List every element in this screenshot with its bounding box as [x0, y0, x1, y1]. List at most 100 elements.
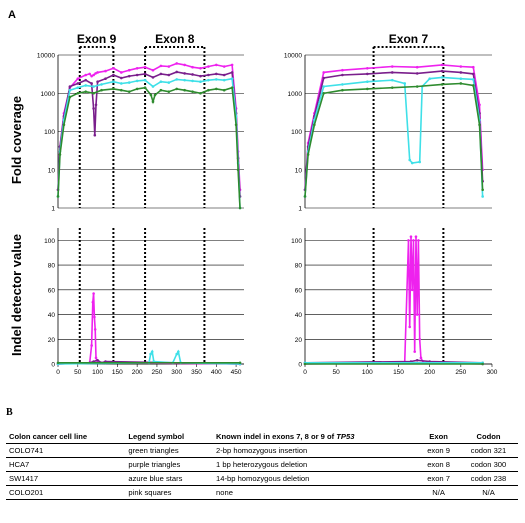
y-tick-label: 1 [298, 206, 302, 213]
data-point [149, 93, 153, 97]
data-point [151, 76, 155, 79]
data-point [214, 87, 218, 91]
data-point [127, 90, 131, 93]
data-point [222, 65, 226, 68]
data-point [167, 73, 171, 77]
y-tick-label: 100 [44, 129, 55, 136]
data-point [440, 83, 444, 86]
data-point [104, 69, 107, 73]
legend-symbol: pink squares [125, 485, 214, 500]
header-gene-name: TP53 [336, 432, 355, 441]
exon: exon 8 [418, 457, 460, 472]
data-point [222, 78, 226, 82]
data-point [94, 356, 98, 360]
data-point [112, 73, 115, 77]
x-tick-label: 150 [393, 369, 404, 376]
data-point [143, 78, 147, 82]
fold-coverage-ylabel: Fold coverage [9, 96, 24, 184]
codon: N/A [459, 485, 518, 500]
data-point [412, 239, 415, 242]
data-point [175, 87, 179, 91]
exon-label: Exon 8 [155, 32, 195, 46]
codon: codon 321 [459, 443, 518, 458]
x-tick-label: 300 [171, 369, 182, 376]
data-point [418, 337, 421, 341]
data-point [135, 73, 139, 77]
data-point [112, 66, 115, 70]
y-tick-label: 80 [295, 263, 303, 270]
chart-coverage-exons-9-8: 1 10 100 1000 10000 Exon 9 Exon 8 [37, 32, 244, 213]
x-tick-label: 0 [303, 369, 307, 376]
cell-line: SW1417 [6, 471, 126, 486]
data-point [415, 85, 419, 88]
data-point [459, 65, 463, 68]
data-point [440, 76, 444, 79]
header-exon: Exon [418, 430, 460, 444]
data-point [183, 63, 186, 67]
y-tick-label: 80 [48, 263, 56, 270]
y-tick-label: 1000 [288, 91, 303, 98]
data-point [153, 93, 157, 97]
cell-line-table: Colon cancer cell line Legend symbol Kno… [6, 430, 518, 500]
data-point [199, 91, 202, 95]
data-point [481, 188, 484, 192]
header-cell-line: Colon cancer cell line [6, 430, 126, 444]
data-point [366, 66, 369, 70]
data-point [92, 73, 95, 77]
data-point [84, 84, 88, 87]
legend-symbol: green triangles [125, 443, 214, 458]
data-point [76, 91, 80, 95]
y-tick-label: 10 [48, 167, 56, 174]
y-tick-label: 100 [291, 129, 302, 136]
data-point [175, 78, 179, 81]
exon: exon 9 [418, 443, 460, 458]
data-point [120, 71, 123, 74]
data-point [413, 350, 417, 353]
data-point [472, 65, 475, 69]
data-point [143, 72, 147, 76]
data-point [56, 361, 60, 365]
cell-line: HCA7 [6, 457, 126, 472]
data-point [68, 95, 72, 99]
data-point [167, 90, 171, 93]
data-point [214, 72, 218, 76]
data-point [96, 80, 99, 84]
header-codon: Codon [459, 430, 518, 444]
data-point [230, 77, 234, 81]
codon: codon 300 [459, 457, 518, 472]
data-point [303, 362, 307, 366]
data-point [410, 288, 414, 292]
header-known-indel: Known indel in exons 7, 8 or 9 of TP53 [213, 430, 419, 444]
data-point [120, 76, 123, 80]
data-point [135, 87, 139, 91]
header-known-indel-text: Known indel in exons 7, 8 or 9 of [216, 432, 337, 441]
data-point [100, 83, 103, 86]
data-point [306, 153, 310, 156]
data-point [92, 85, 95, 88]
data-point [175, 70, 179, 74]
y-tick-label: 20 [48, 337, 56, 344]
y-tick-label: 1000 [41, 91, 56, 98]
data-point [76, 86, 80, 89]
data-point [440, 63, 444, 67]
data-point [183, 72, 186, 75]
data-point [159, 88, 163, 92]
known-indel: 1 bp heterozygous deletion [213, 457, 419, 472]
data-point [366, 72, 369, 76]
data-point [150, 350, 154, 353]
table-row: COLO741 green triangles 2-bp homozygous … [6, 443, 518, 458]
data-point [127, 81, 131, 84]
data-point [175, 352, 179, 356]
data-point [159, 64, 163, 68]
data-point [94, 72, 97, 75]
data-point [68, 88, 72, 92]
header-legend-symbol: Legend symbol [125, 430, 214, 444]
x-tick-label: 400 [211, 369, 222, 376]
data-point [183, 88, 186, 92]
series-azure-stars [57, 77, 241, 209]
data-point [96, 358, 99, 362]
data-point [408, 325, 412, 329]
x-tick-label: 50 [74, 369, 82, 376]
data-point [62, 123, 66, 127]
